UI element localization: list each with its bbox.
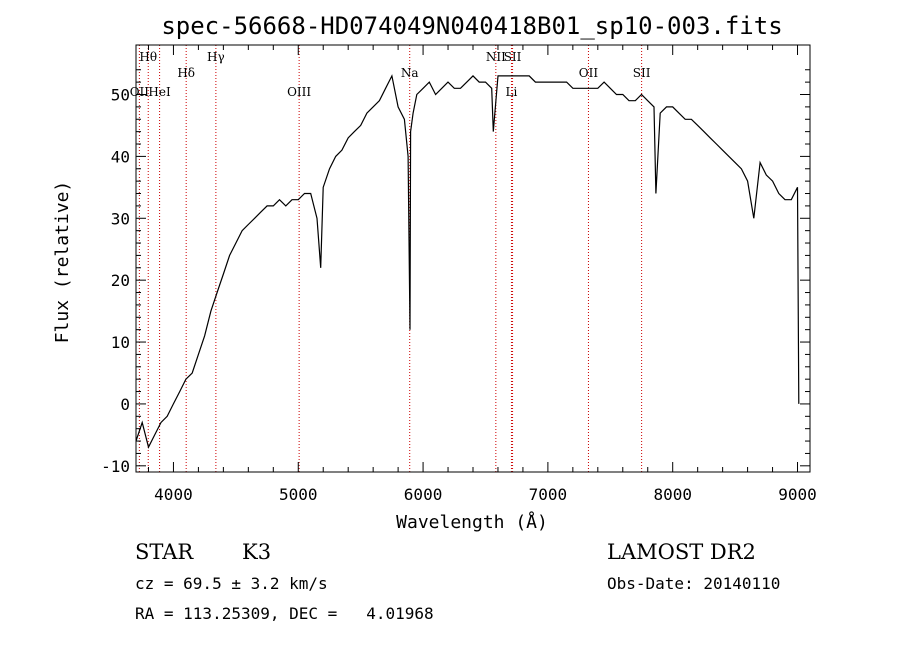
y-tick-label: 0 — [120, 395, 130, 414]
line-marker-label: Hδ — [177, 66, 195, 80]
y-tick-label: 20 — [111, 271, 130, 290]
object-subclass: K3 — [242, 540, 272, 564]
line-marker-label: SII — [633, 66, 651, 80]
observation-date: Obs-Date: 20140110 — [607, 574, 781, 593]
x-tick-label: 4000 — [154, 485, 193, 504]
x-axis-label: Wavelength (Å) — [396, 511, 548, 533]
spectrum-series-line — [135, 74, 800, 449]
x-axis: 4000 5000 6000 7000 8000 9000 — [147, 45, 817, 504]
y-tick-label: -10 — [101, 457, 130, 476]
line-marker-label: OII — [579, 66, 599, 80]
line-marker-label: HeI — [148, 85, 171, 99]
line-marker-label: Li — [506, 85, 518, 99]
line-marker-label: OII — [130, 85, 150, 99]
survey-name: LAMOST DR2 — [607, 540, 756, 564]
x-tick-label: 8000 — [653, 485, 692, 504]
series-layer — [135, 74, 800, 449]
redshift-line: cz = 69.5 ± 3.2 km/s — [135, 574, 328, 593]
x-tick-label: 5000 — [279, 485, 318, 504]
line-marker-label: Hθ — [139, 50, 157, 64]
coordinates-line: RA = 113.25309, DEC = 4.01968 — [135, 604, 434, 623]
y-axis: -10 0 10 20 30 40 50 — [101, 69, 810, 476]
y-tick-label: 10 — [111, 333, 130, 352]
x-tick-label: 6000 — [404, 485, 443, 504]
y-tick-label: 40 — [111, 147, 130, 166]
plot-frame — [135, 44, 811, 473]
x-tick-label: 7000 — [529, 485, 568, 504]
y-axis-label: Flux (relative) — [52, 181, 73, 344]
x-tick-label: 9000 — [778, 485, 817, 504]
y-tick-label: 50 — [111, 86, 130, 105]
line-marker-label: Na — [401, 66, 419, 80]
y-tick-label: 30 — [111, 209, 130, 228]
line-marker-label: Hγ — [207, 50, 225, 64]
line-marker-label: SII — [504, 50, 522, 64]
spectrum-chart: spec-56668-HD074049N040418B01_sp10-003.f… — [52, 12, 817, 533]
chart-title: spec-56668-HD074049N040418B01_sp10-003.f… — [161, 12, 782, 40]
line-marker-label: OIII — [287, 85, 311, 99]
line-marker-label: NII — [486, 50, 506, 64]
object-class: STAR — [135, 540, 194, 564]
